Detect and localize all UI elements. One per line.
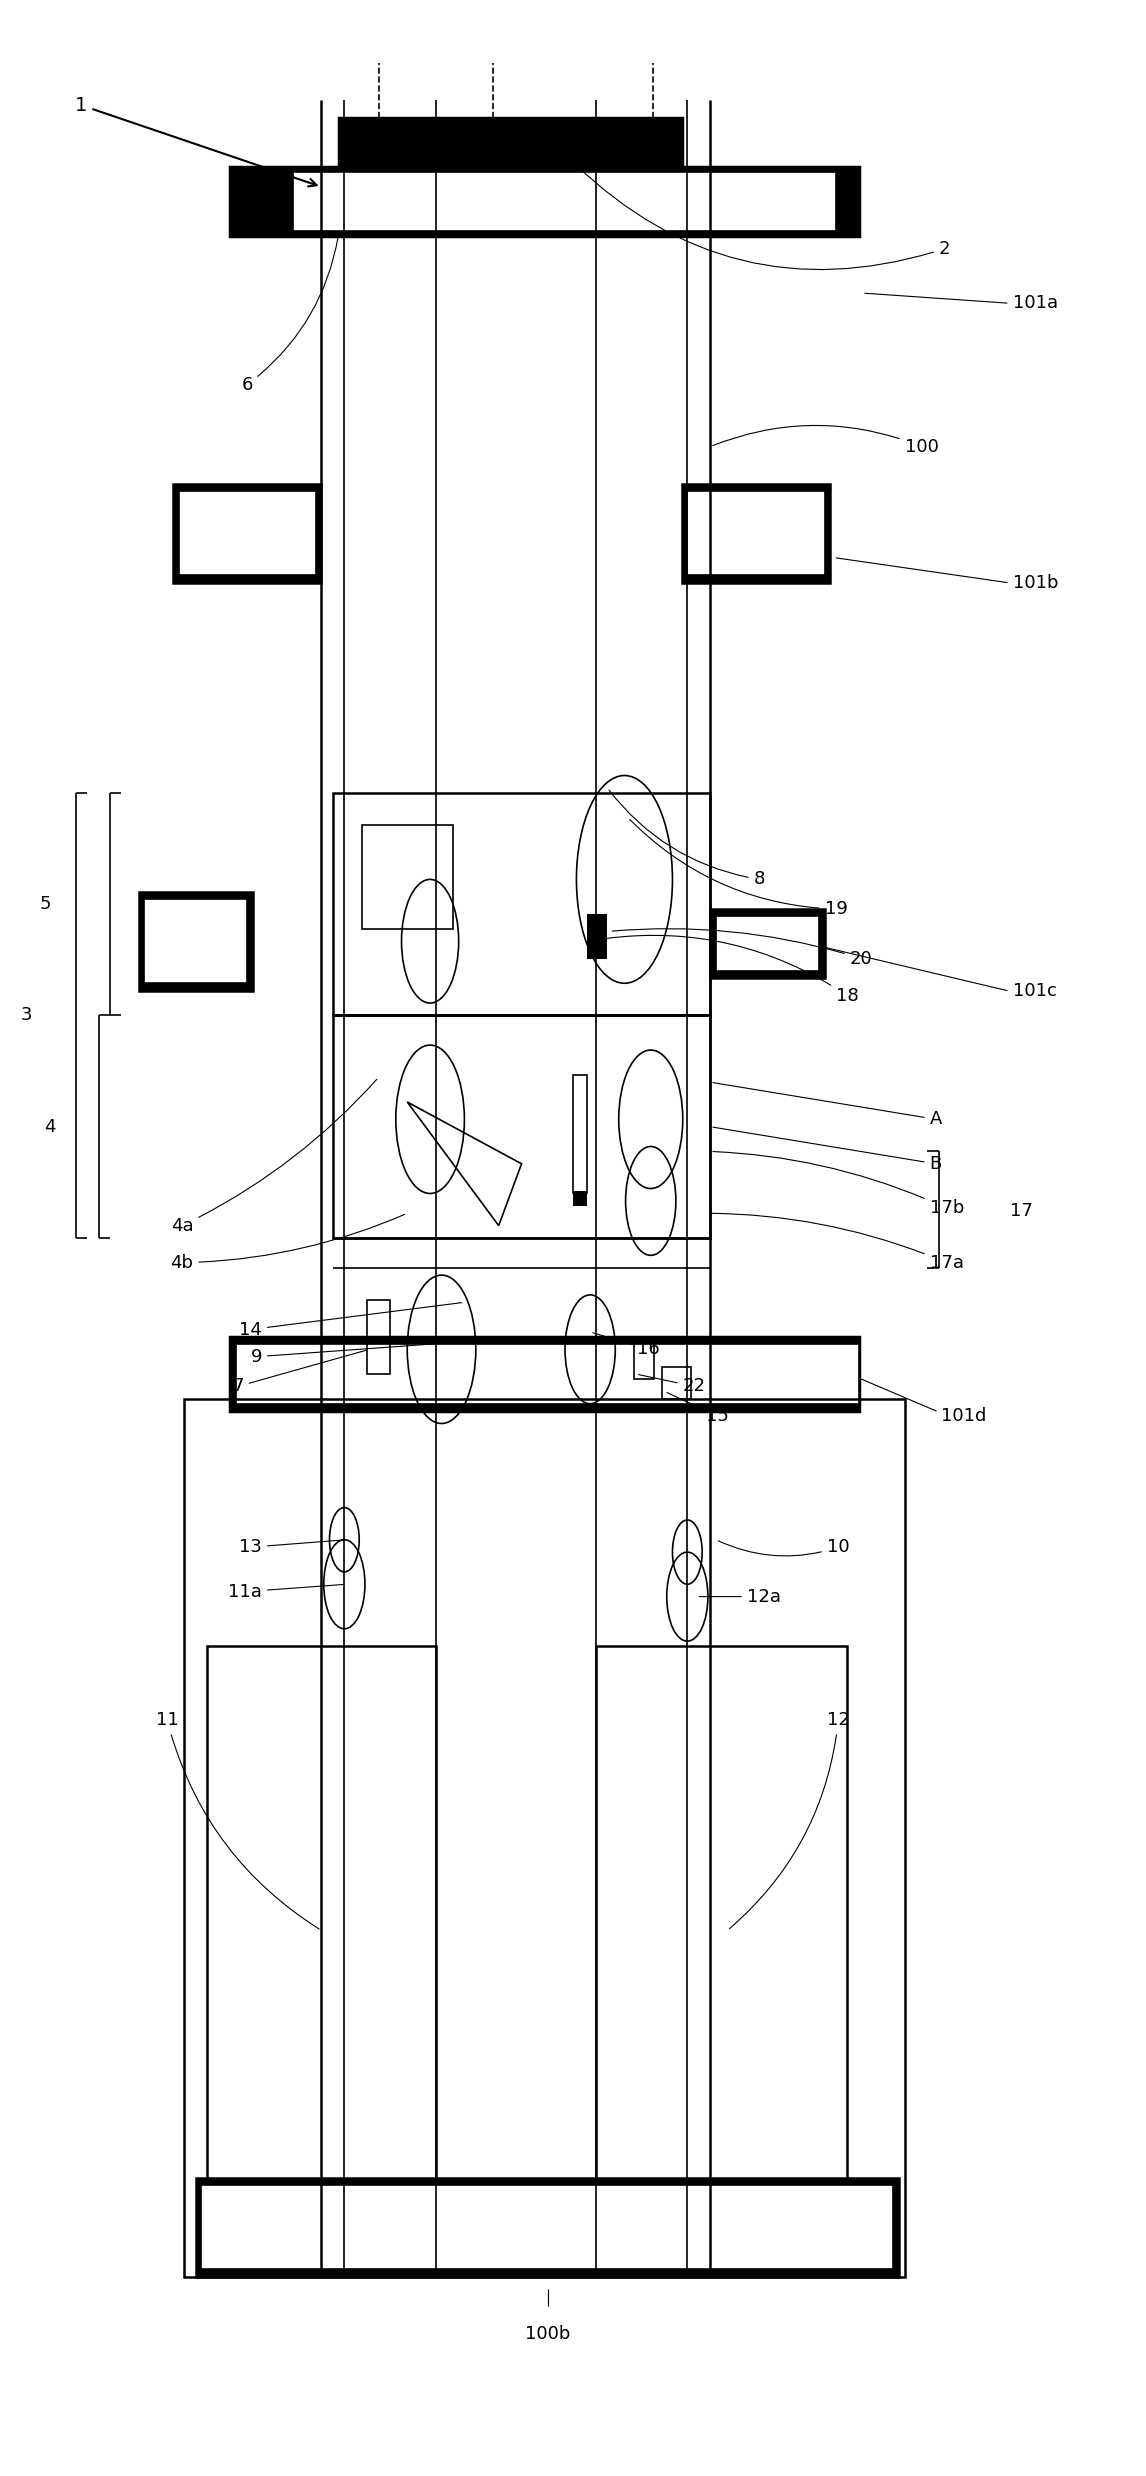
- Bar: [711, 909, 824, 978]
- Bar: [253, 171, 835, 230]
- Text: 4: 4: [44, 1117, 55, 1136]
- Bar: [573, 1075, 587, 1193]
- Text: 100b: 100b: [525, 2325, 571, 2342]
- Text: 17a: 17a: [711, 1213, 964, 1273]
- Bar: [196, 2179, 898, 2278]
- Text: 5: 5: [39, 896, 50, 914]
- Bar: [179, 490, 316, 574]
- Bar: [144, 899, 248, 983]
- Text: 101c: 101c: [1013, 980, 1057, 1000]
- Text: 101d: 101d: [941, 1406, 987, 1426]
- Bar: [230, 1337, 858, 1411]
- Bar: [587, 914, 607, 958]
- Text: 4a: 4a: [171, 1080, 377, 1236]
- Text: 8: 8: [609, 790, 766, 889]
- Text: 18: 18: [590, 936, 858, 1005]
- Bar: [230, 166, 858, 235]
- Text: 9: 9: [251, 1342, 460, 1367]
- Bar: [230, 166, 293, 235]
- Text: A: A: [713, 1082, 942, 1129]
- Bar: [236, 1344, 858, 1404]
- Text: 16: 16: [592, 1332, 660, 1359]
- Bar: [139, 891, 253, 990]
- Bar: [688, 490, 824, 574]
- Bar: [202, 2186, 893, 2270]
- Text: 17: 17: [1010, 1201, 1033, 1221]
- Text: 101a: 101a: [1013, 295, 1058, 312]
- Bar: [367, 1300, 390, 1374]
- Text: 1: 1: [76, 97, 316, 186]
- Bar: [179, 490, 316, 574]
- Polygon shape: [407, 1102, 521, 1226]
- Text: 20: 20: [612, 928, 872, 968]
- Bar: [236, 1344, 858, 1404]
- Bar: [361, 825, 453, 928]
- Bar: [202, 2186, 893, 2270]
- Bar: [682, 483, 830, 582]
- Text: 12a: 12a: [699, 1587, 780, 1604]
- Text: 13: 13: [240, 1538, 344, 1555]
- Text: 101b: 101b: [1013, 574, 1059, 592]
- Text: 100: 100: [713, 426, 939, 456]
- Text: 12: 12: [730, 1711, 849, 1929]
- Bar: [173, 483, 322, 582]
- Text: 14: 14: [240, 1302, 462, 1340]
- Bar: [634, 1342, 654, 1379]
- Text: 4b: 4b: [171, 1213, 405, 1273]
- Bar: [185, 1399, 904, 2278]
- Bar: [573, 1191, 587, 1206]
- Text: 22: 22: [638, 1374, 706, 1396]
- Bar: [144, 899, 248, 983]
- Text: 11a: 11a: [228, 1582, 344, 1599]
- Text: 3: 3: [21, 1005, 32, 1025]
- Text: 7: 7: [233, 1349, 367, 1396]
- Bar: [716, 916, 818, 971]
- Bar: [338, 119, 682, 166]
- Text: B: B: [713, 1127, 942, 1174]
- Text: 6: 6: [242, 238, 338, 394]
- Text: 17b: 17b: [713, 1151, 964, 1218]
- Bar: [253, 171, 835, 230]
- Text: 11: 11: [156, 1711, 319, 1929]
- Text: 15: 15: [667, 1392, 729, 1426]
- Bar: [688, 490, 824, 574]
- Text: 19: 19: [630, 820, 847, 919]
- Bar: [716, 916, 818, 971]
- Bar: [333, 1015, 711, 1238]
- Bar: [596, 1647, 847, 2191]
- Bar: [333, 792, 711, 1015]
- Text: 10: 10: [719, 1538, 849, 1555]
- Bar: [662, 1367, 691, 1399]
- Text: 2: 2: [575, 163, 950, 270]
- Bar: [207, 1647, 435, 2191]
